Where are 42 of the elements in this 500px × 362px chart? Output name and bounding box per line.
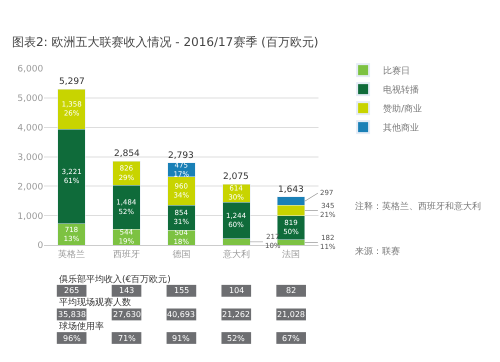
text: 104	[229, 286, 244, 295]
y-tick-label: 1,000	[17, 212, 44, 222]
total-label: 5,297	[59, 77, 85, 87]
source-note: 来源：联赛	[355, 246, 400, 257]
text: 球场使用率	[59, 321, 104, 332]
total-label: 2,075	[223, 172, 249, 182]
legend-label: 比赛日	[383, 66, 410, 77]
x-tick-label: 西班牙	[113, 248, 140, 260]
text: 21,262	[222, 310, 250, 319]
text: 155	[174, 286, 190, 295]
text: 52%	[227, 334, 246, 343]
legend-label: 赞助/商业	[383, 104, 422, 115]
text: 67%	[282, 334, 300, 343]
y-tick-label: 6,000	[17, 64, 44, 75]
text: 91%	[172, 334, 190, 343]
text: 注释：英格兰、西班牙和意大利	[355, 201, 481, 212]
text: 143	[119, 286, 134, 295]
y-tick-label: 4,000	[17, 124, 44, 134]
total-label: 2,793	[168, 151, 194, 161]
text: 俱乐部平均收入(€百万欧元)	[59, 274, 171, 285]
text: 96%	[63, 334, 82, 343]
x-tick-label: 德国	[172, 248, 190, 260]
x-tick-label: 意大利	[222, 248, 250, 260]
y-tick-label: 3,000	[17, 152, 44, 163]
legend-label: 其他商业	[383, 122, 420, 134]
text: 平均现场观赛人数	[59, 297, 131, 308]
total-label: 1,643	[278, 185, 304, 195]
text: 27,630	[113, 310, 141, 319]
text: 82	[286, 286, 296, 295]
x-tick-label: 英格兰	[58, 248, 86, 260]
text: 40,693	[167, 310, 195, 319]
text: 71%	[118, 334, 136, 343]
text: 21,028	[277, 310, 305, 319]
x-tick-label: 法国	[282, 248, 300, 260]
legend-label: 电视转播	[383, 84, 420, 96]
text: 265	[64, 286, 80, 295]
y-tick-label: 0	[37, 241, 44, 252]
total-label: 2,854	[114, 149, 140, 159]
y-tick-label: 2,000	[17, 182, 44, 192]
text: 35,838	[58, 310, 86, 319]
chart-title: 图表2: 欧洲五大联赛收入情况 - 2016/17赛季 (百万欧元)	[12, 35, 318, 49]
y-tick-label: 5,000	[17, 94, 44, 104]
